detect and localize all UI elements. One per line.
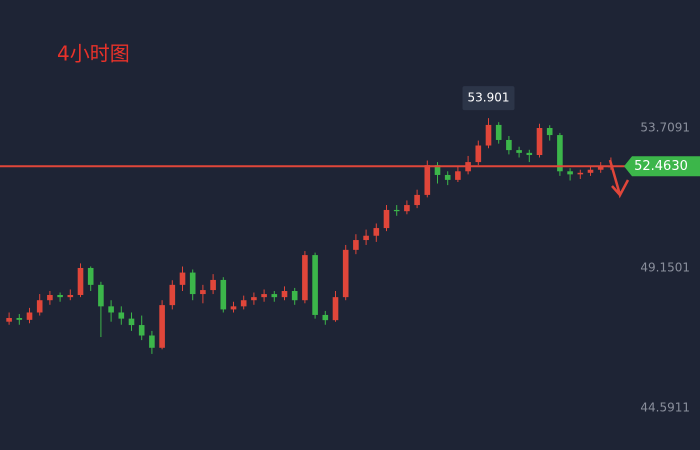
candle-body	[312, 255, 318, 315]
candle-body	[16, 318, 23, 320]
candle-body	[363, 235, 369, 241]
arrow-path	[608, 159, 630, 199]
candle-body	[526, 152, 533, 156]
candle-body	[546, 128, 553, 136]
candle-body	[98, 284, 104, 307]
candle-body	[36, 300, 43, 313]
candle-body	[108, 306, 114, 313]
candle-body	[210, 279, 216, 291]
candle-body	[342, 249, 349, 298]
candle-body	[485, 124, 492, 146]
candle-body	[291, 290, 298, 301]
candle-body	[281, 290, 288, 298]
candle-body	[6, 318, 12, 322]
candle-body	[424, 165, 431, 195]
candle-body	[536, 128, 543, 156]
candle-body	[67, 294, 74, 298]
candle-body	[567, 171, 573, 175]
annotation-label: 53.901	[468, 91, 510, 105]
candle-body	[159, 305, 165, 348]
candle-body	[506, 139, 512, 151]
candle-body	[149, 335, 155, 348]
candle-body	[200, 290, 206, 295]
candle-body	[251, 297, 257, 301]
candle-body	[393, 209, 400, 212]
candle-body	[577, 172, 584, 175]
candle-body	[271, 294, 278, 298]
candle-body	[597, 166, 604, 170]
candle-body	[557, 135, 563, 172]
y-tick-label: 44.5911	[640, 400, 690, 414]
candle-body	[353, 240, 359, 250]
candle-body	[240, 300, 247, 307]
candle-body	[587, 169, 594, 173]
y-tick-label: 53.7091	[640, 121, 690, 135]
candle-body	[444, 174, 451, 180]
candle-body	[179, 272, 186, 285]
trend-arrow	[608, 159, 630, 199]
last-price-label: 52.4630	[634, 159, 688, 174]
candle-body	[332, 297, 339, 321]
candle-body	[373, 228, 380, 236]
candle-body	[138, 325, 145, 336]
y-tick-label: 49.1501	[640, 260, 690, 274]
candle-body	[230, 306, 237, 310]
candle-body	[77, 267, 84, 295]
candle-body	[516, 150, 522, 153]
candle-body	[495, 124, 502, 140]
candle-body	[26, 312, 33, 320]
candle-body	[118, 312, 125, 319]
candle-body	[169, 284, 176, 306]
candle-body	[261, 294, 267, 298]
candle-body	[455, 171, 461, 180]
candle-body	[383, 209, 390, 229]
candle-body	[302, 255, 308, 301]
candle-body	[57, 294, 63, 298]
candle-body	[414, 194, 420, 206]
candle-body	[475, 145, 482, 163]
candle-body	[322, 314, 329, 321]
candle-body	[128, 318, 135, 326]
last-price-tag	[624, 156, 700, 177]
chart-title: 4小时图	[57, 42, 130, 66]
candle-body	[404, 205, 410, 212]
candle-body	[47, 294, 53, 301]
candle-body	[220, 279, 227, 310]
candle-body	[434, 165, 441, 175]
annotation-box	[462, 86, 515, 111]
candle-body	[189, 272, 196, 295]
candle-body	[87, 267, 94, 285]
